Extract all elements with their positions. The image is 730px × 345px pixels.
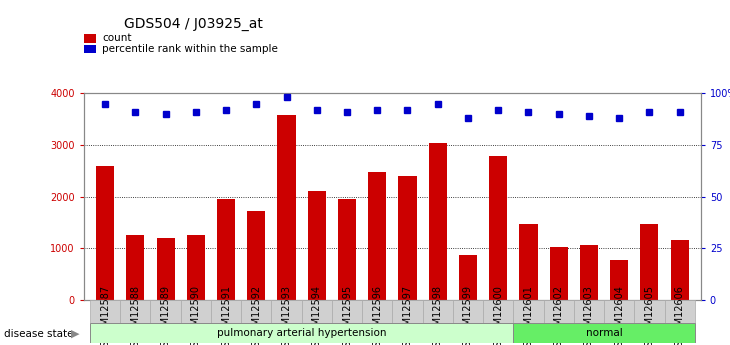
Bar: [338, 199, 356, 300]
Text: GSM12602: GSM12602: [553, 285, 564, 338]
Bar: [513, 300, 544, 323]
Bar: [241, 300, 272, 323]
Text: GSM12597: GSM12597: [402, 285, 412, 338]
Bar: [272, 300, 301, 323]
Bar: [664, 300, 695, 323]
Bar: [459, 255, 477, 300]
Text: count: count: [102, 33, 131, 43]
Bar: [247, 211, 266, 300]
Text: GSM12588: GSM12588: [131, 285, 140, 338]
Bar: [489, 156, 507, 300]
Bar: [423, 300, 453, 323]
Bar: [84, 45, 96, 53]
Bar: [156, 238, 174, 300]
Text: GSM12603: GSM12603: [584, 285, 594, 338]
Text: GSM12596: GSM12596: [372, 285, 383, 338]
Text: percentile rank within the sample: percentile rank within the sample: [102, 44, 278, 54]
Bar: [217, 199, 235, 300]
Bar: [126, 235, 145, 300]
Bar: [610, 260, 629, 300]
Text: GSM12592: GSM12592: [251, 285, 261, 338]
Text: GSM12601: GSM12601: [523, 285, 534, 338]
Bar: [150, 300, 181, 323]
Text: normal: normal: [585, 328, 623, 338]
Bar: [362, 300, 393, 323]
Text: GSM12589: GSM12589: [161, 285, 171, 338]
Bar: [483, 300, 513, 323]
Text: disease state: disease state: [4, 329, 73, 339]
Bar: [84, 34, 96, 43]
Bar: [634, 300, 664, 323]
Bar: [120, 300, 150, 323]
Bar: [187, 235, 205, 300]
Bar: [308, 191, 326, 300]
Bar: [574, 300, 604, 323]
Text: GSM12590: GSM12590: [191, 285, 201, 338]
Bar: [90, 300, 120, 323]
Text: GSM12598: GSM12598: [433, 285, 442, 338]
Bar: [580, 245, 598, 300]
Bar: [211, 300, 241, 323]
Text: GSM12605: GSM12605: [645, 285, 654, 338]
Bar: [96, 166, 114, 300]
Text: GSM12593: GSM12593: [282, 285, 291, 338]
Text: ▶: ▶: [71, 329, 80, 339]
Text: pulmonary arterial hypertension: pulmonary arterial hypertension: [217, 328, 386, 338]
Text: GSM12587: GSM12587: [100, 285, 110, 338]
Text: GDS504 / J03925_at: GDS504 / J03925_at: [124, 17, 263, 31]
Bar: [181, 300, 211, 323]
Bar: [640, 224, 658, 300]
Bar: [90, 323, 513, 343]
Text: GSM12595: GSM12595: [342, 285, 352, 338]
Bar: [277, 115, 296, 300]
Bar: [544, 300, 574, 323]
Bar: [453, 300, 483, 323]
Bar: [429, 143, 447, 300]
Bar: [604, 300, 634, 323]
Text: GSM12599: GSM12599: [463, 285, 473, 338]
Bar: [393, 300, 423, 323]
Bar: [399, 176, 417, 300]
Text: GSM12594: GSM12594: [312, 285, 322, 338]
Text: GSM12606: GSM12606: [675, 285, 685, 338]
Bar: [519, 224, 537, 300]
Bar: [368, 172, 386, 300]
Bar: [671, 239, 688, 300]
Text: GSM12604: GSM12604: [614, 285, 624, 338]
Bar: [550, 247, 568, 300]
Text: GSM12591: GSM12591: [221, 285, 231, 338]
Bar: [301, 300, 332, 323]
Text: GSM12600: GSM12600: [493, 285, 503, 338]
Bar: [513, 323, 695, 343]
Bar: [332, 300, 362, 323]
